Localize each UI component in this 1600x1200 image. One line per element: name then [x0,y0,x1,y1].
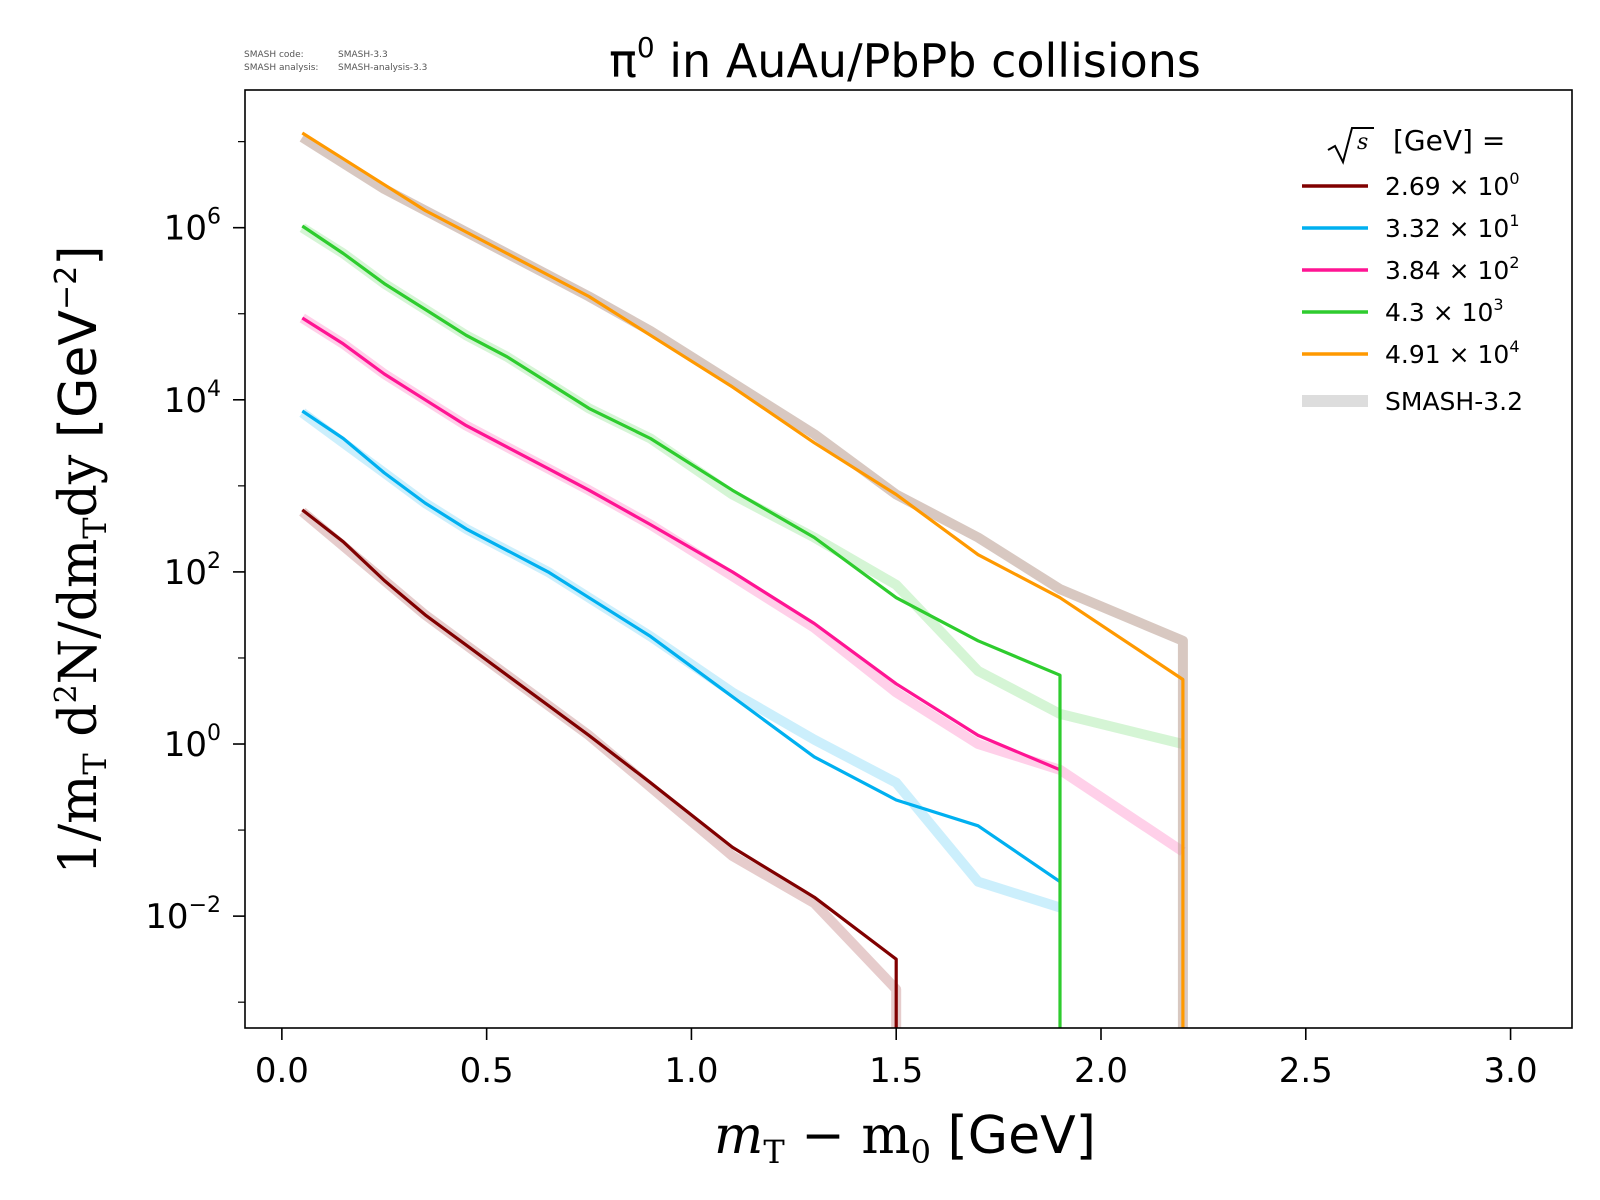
legend-label-3: 4.3 × 103 [1385,295,1504,327]
series-line-1 [301,409,1061,884]
x-tick-label-1: 0.5 [460,1051,514,1091]
series-lines [301,131,1185,1028]
title-sup: 0 [637,31,655,64]
x-axis-label: mT − m0 [GeV] [714,1106,1096,1171]
legend-item-0: 2.69 × 100 [1302,169,1520,201]
x-tick-label-4: 2.0 [1074,1051,1128,1091]
legend-item-1: 3.32 × 101 [1302,211,1520,243]
legend-item-2: 3.84 × 102 [1302,253,1520,285]
title-pi: π [609,34,637,88]
series-line-2 [301,316,1061,772]
legend-title: s [GeV] = [1327,124,1505,165]
reference-lines [299,133,1188,1028]
reference-line-0 [299,507,902,1028]
legend-label-2: 3.84 × 102 [1385,253,1520,285]
y-tick-label-2: 102 [164,549,221,593]
y-tick-label-1: 100 [164,721,221,765]
chart-title: π0 in AuAu/PbPb collisions [609,31,1201,88]
legend-item-3: 4.3 × 103 [1302,295,1504,327]
y-tick-label-3: 104 [164,377,221,421]
series-line-0 [301,508,898,1028]
x-tick-label-3: 1.5 [869,1051,923,1091]
legend-label-4: 4.91 × 104 [1385,337,1520,369]
legend-title-text: [GeV] = [1393,124,1505,157]
plot-frame [244,89,1573,1029]
legend-item-4: 4.91 × 104 [1302,337,1520,369]
title-rest: in AuAu/PbPb collisions [655,34,1201,88]
x-axis: 0.0 0.5 1.0 1.5 2.0 2.5 3.0 [255,1028,1538,1091]
x-tick-label-6: 3.0 [1484,1051,1538,1091]
reference-line-4 [299,133,1188,1028]
smash-analysis-value: SMASH-analysis-3.3 [338,63,427,73]
smash-analysis-label: SMASH analysis: [244,63,318,73]
smash-header: SMASH code: SMASH-3.3 SMASH analysis: SM… [244,50,427,73]
y-tick-label-4: 106 [164,205,221,249]
x-tick-label-0: 0.0 [255,1051,309,1091]
sqrt-symbol [1327,127,1374,165]
legend-label-reference: SMASH-3.2 [1385,387,1523,416]
x-tick-label-5: 2.5 [1279,1051,1333,1091]
smash-code-label: SMASH code: [244,50,304,60]
y-tick-label-0: 10−2 [145,893,221,937]
smash-code-value: SMASH-3.3 [338,50,388,60]
series-line-3 [301,224,1062,1028]
svg-text:s: s [1357,130,1368,155]
x-tick-label-2: 1.0 [664,1051,718,1091]
legend-item-reference: SMASH-3.2 [1302,387,1523,416]
legend: s [GeV] = 2.69 × 100 3.32 × 101 3.84 × 102… [1302,124,1523,416]
y-axis-label: 1/mT d2N/dmTdy [GeV−2] [49,245,114,874]
legend-label-1: 3.32 × 101 [1385,211,1520,243]
legend-label-0: 2.69 × 100 [1385,169,1520,201]
series-line-4 [301,131,1185,1028]
reference-line-3 [299,223,1185,749]
y-axis: 10−2 100 102 104 106 [145,141,245,1003]
